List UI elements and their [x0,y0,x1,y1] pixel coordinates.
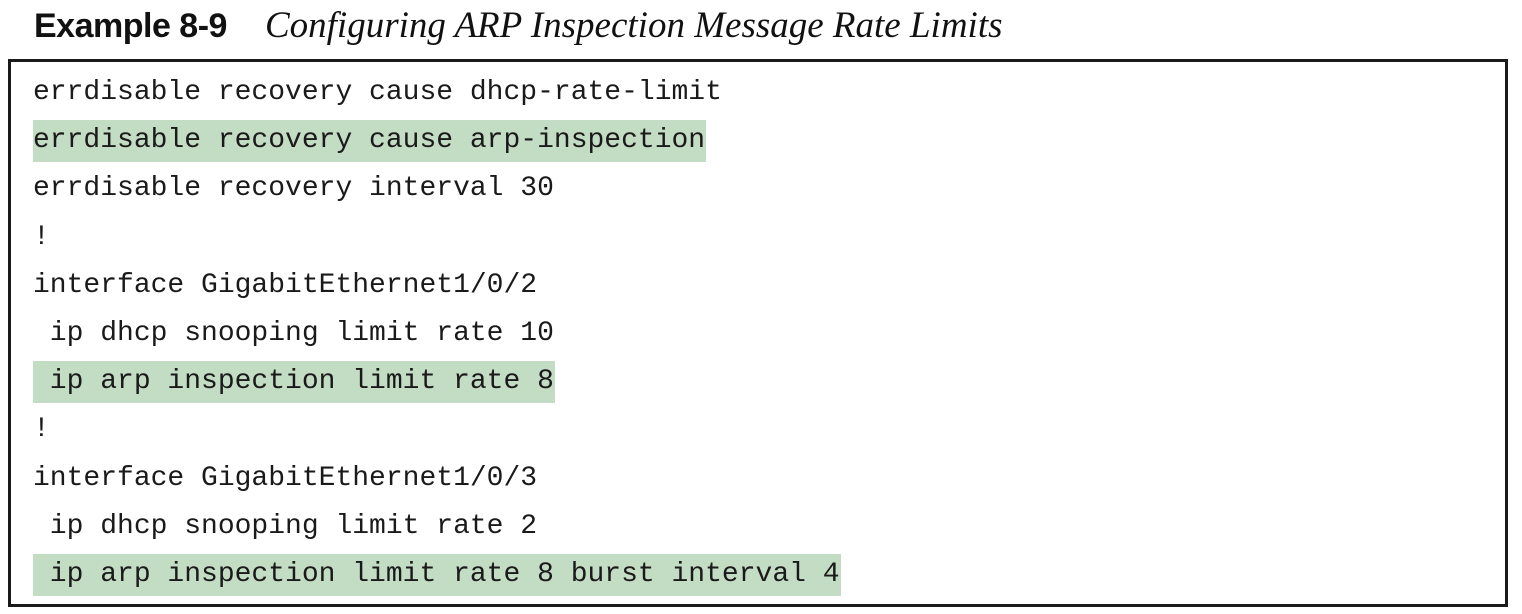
code-line: interface GigabitEthernet1/0/3 [33,458,841,506]
code-line-text: ip arp inspection limit rate 8 burst int… [33,553,841,596]
code-line: errdisable recovery cause arp-inspection [33,120,841,168]
example-title: Example 8-9 Configuring ARP Inspection M… [34,4,1003,52]
code-line-text: ip dhcp snooping limit rate 2 [33,510,538,542]
code-line-text: errdisable recovery interval 30 [33,173,554,205]
example-caption: Configuring ARP Inspection Message Rate … [264,5,1003,46]
code-line-text: ip dhcp snooping limit rate 10 [33,317,554,349]
code-listing: errdisable recovery cause dhcp-rate-limi… [8,59,1508,607]
code-line: ip arp inspection limit rate 8 [33,361,841,409]
code-line: errdisable recovery interval 30 [33,168,841,216]
code-line-text: ! [33,221,50,253]
code-line: interface GigabitEthernet1/0/2 [33,265,841,313]
code-line: ! [33,217,841,265]
code-line-text: ! [33,414,50,446]
code-line-text: errdisable recovery cause dhcp-rate-limi… [33,77,722,108]
code-lines: errdisable recovery cause dhcp-rate-limi… [33,72,841,602]
code-line-text: interface GigabitEthernet1/0/3 [33,462,538,494]
code-line: ! [33,409,841,457]
code-line: ip dhcp snooping limit rate 2 [33,506,841,554]
code-line: ip dhcp snooping limit rate 10 [33,313,841,361]
code-line-text: errdisable recovery cause arp-inspection [33,120,707,163]
code-line-text: interface GigabitEthernet1/0/2 [33,269,538,301]
code-line-text: ip arp inspection limit rate 8 [33,361,555,404]
code-line: ip arp inspection limit rate 8 burst int… [33,553,841,602]
example-number: Example 8-9 [34,7,227,45]
code-line: errdisable recovery cause dhcp-rate-limi… [33,72,841,120]
